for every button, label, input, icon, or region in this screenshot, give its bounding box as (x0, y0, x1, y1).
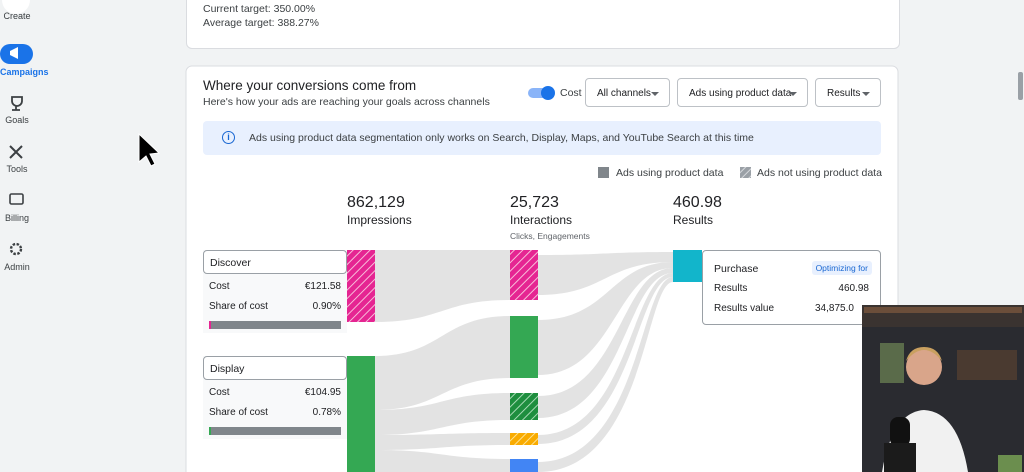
share-bar (209, 427, 341, 435)
display-interactions-hatched (510, 393, 538, 420)
row-label: Results value (714, 303, 775, 314)
current-target: Current target: 350.00% (203, 3, 316, 15)
tools-icon (9, 145, 23, 159)
admin-icon (9, 242, 23, 256)
blue-interactions (510, 459, 538, 472)
dropdown[interactable]: All channels (585, 78, 670, 107)
goals-icon (11, 96, 23, 111)
cost-toggle[interactable] (528, 86, 555, 100)
column-label: Interactions (510, 213, 573, 227)
column-label: Impressions (347, 213, 412, 227)
nav-item[interactable]: Create (3, 11, 31, 21)
row-label: Results (714, 283, 748, 294)
row-value: €121.58 (304, 281, 341, 292)
legend-label: Ads using product data (616, 167, 724, 179)
row-label: Share of cost (209, 301, 268, 312)
row-value: 0.90% (312, 301, 341, 312)
row-value: 460.98 (838, 283, 869, 294)
create-button[interactable] (2, 0, 30, 14)
column-value: 862,129 (347, 194, 405, 211)
column-value: 25,723 (510, 194, 559, 211)
flows (375, 250, 673, 472)
channel-row: Share of cost 0.90% (203, 297, 347, 317)
result-card[interactable]: Purchase Optimizing for Results 460.98 R… (702, 250, 881, 325)
channel-row: Share of cost 0.78% (203, 403, 347, 423)
info-banner: i Ads using product data segmentation on… (203, 121, 881, 155)
column-label: Results (673, 213, 714, 227)
webcam-overlay (862, 305, 1024, 472)
row-value: €104.95 (304, 387, 341, 398)
panel-title: Where your conversions come from (203, 78, 417, 93)
result-name: Purchase (714, 263, 759, 275)
channel-row: Cost €121.58 (203, 277, 347, 297)
column-note: Clicks, Engagements (510, 231, 590, 241)
nav-item[interactable]: Goals (5, 115, 29, 125)
target-card (186, 0, 900, 49)
mouse-cursor (138, 132, 161, 167)
discover-impressions (347, 250, 375, 322)
legend-hatched (740, 167, 751, 178)
channel-card[interactable]: Display Cost €104.95 Share of cost 0.78% (203, 356, 347, 439)
legend-label: Ads not using product data (757, 167, 882, 179)
channel-row: Cost €104.95 (203, 383, 347, 403)
dropdown[interactable]: Results (815, 78, 881, 107)
channel-card[interactable]: Discover Cost €121.58 Share of cost 0.90% (203, 250, 347, 333)
scrollbar (1018, 72, 1023, 100)
row-label: Cost (209, 281, 230, 292)
nav-item[interactable]: Billing (4, 213, 29, 223)
row-label: Share of cost (209, 407, 268, 418)
nav-item[interactable]: Admin (4, 262, 30, 272)
results-bar (673, 250, 702, 282)
average-target: Average target: 388.27% (203, 17, 319, 29)
row-value: 0.78% (312, 407, 341, 418)
nav-item[interactable]: Tools (6, 164, 28, 174)
info-text: Ads using product data segmentation only… (249, 132, 754, 144)
share-bar (209, 321, 341, 329)
column-value: 460.98 (673, 194, 722, 211)
panel-subtitle: Here's how your ads are reaching your go… (203, 96, 490, 108)
result-badge: Optimizing for (811, 261, 872, 275)
row-value: 34,875.0 (815, 303, 854, 314)
toggle-label: Cost (560, 87, 582, 99)
display-interactions (510, 316, 538, 378)
billing-icon (9, 193, 24, 205)
row-label: Cost (209, 387, 230, 398)
channel-name: Discover (203, 250, 347, 274)
nav-item[interactable]: Campaigns (0, 67, 49, 77)
display-impressions (347, 356, 375, 472)
yellow-interactions (510, 433, 538, 445)
channel-name: Display (203, 356, 347, 380)
legend-solid (598, 167, 609, 178)
discover-interactions (510, 250, 538, 300)
campaigns-icon (10, 47, 18, 59)
info-icon: i (222, 131, 235, 144)
dropdown[interactable]: Ads using product data (677, 78, 808, 107)
